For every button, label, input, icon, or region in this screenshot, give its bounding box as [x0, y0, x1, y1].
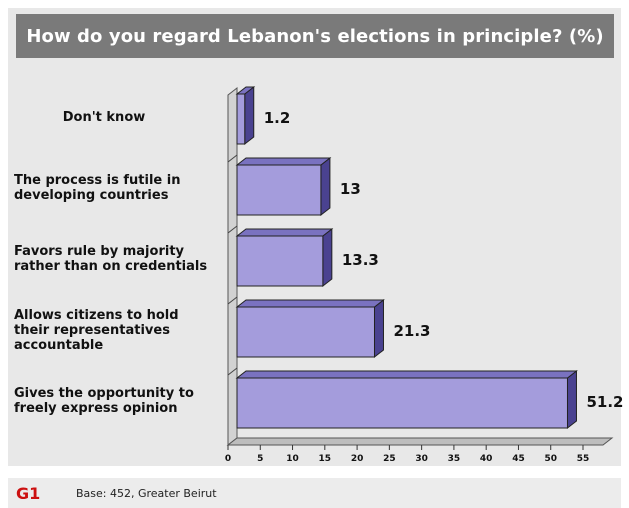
x-tick-label: 25	[383, 454, 396, 464]
x-tick-label: 30	[415, 454, 428, 464]
bar	[236, 164, 322, 216]
category-label-line: developing countries	[14, 188, 169, 203]
category-label-line: Don't know	[62, 109, 146, 125]
bar-value-label: 51.2	[586, 393, 623, 411]
chart-floor	[226, 437, 614, 446]
chart-title: How do you regard Lebanon's elections in…	[26, 25, 604, 47]
bar-top	[235, 299, 385, 308]
category-label-line: Allows citizens to hold	[14, 307, 179, 323]
row-separator	[227, 296, 238, 305]
bar-top	[235, 157, 332, 166]
row-separator	[227, 225, 238, 234]
x-tick-label: 45	[512, 454, 525, 464]
base-note: Base: 452, Greater Beirut	[76, 487, 217, 500]
x-tick-label: 55	[577, 454, 590, 464]
bar-top	[235, 370, 578, 379]
row-separator	[227, 367, 238, 376]
x-tick-label: 40	[480, 454, 493, 464]
category-label-line: their representatives	[14, 322, 170, 338]
category-label: Don't know	[14, 90, 194, 144]
category-label-line: The process is futile in	[14, 173, 181, 188]
x-tick-label: 15	[319, 454, 332, 464]
bar-side-face	[244, 85, 255, 146]
category-label-text: Gives the opportunity to freely express o…	[14, 386, 194, 416]
bar-side-face	[322, 227, 333, 288]
bar	[236, 93, 246, 145]
category-label-line: freely express opinion	[14, 401, 178, 416]
bar-value-label: 21.3	[393, 322, 430, 340]
x-tick-label: 50	[544, 454, 557, 464]
row-separator	[227, 154, 238, 163]
category-label-text: The process is futile in developing count…	[14, 173, 180, 203]
x-tick-label: 10	[286, 454, 299, 464]
bar-top	[235, 228, 334, 237]
category-label-text: Don't know	[63, 110, 146, 125]
category-label-line: Gives the opportunity to	[14, 386, 194, 401]
chart-title-bar: How do you regard Lebanon's elections in…	[16, 14, 614, 58]
category-label-line: Favors rule by majority	[14, 244, 185, 259]
x-tick-label: 0	[225, 454, 231, 464]
figure-code: G1	[16, 484, 41, 503]
x-tick-label: 20	[351, 454, 364, 464]
category-label-text: Allows citizens to hold their representat…	[14, 308, 179, 353]
x-tick-label: 35	[448, 454, 461, 464]
bar-side-face	[320, 156, 331, 217]
category-label-text: Favors rule by majority rather than on cr…	[14, 244, 207, 274]
bar	[236, 306, 375, 358]
chart-wall	[227, 86, 238, 447]
category-label: The process is futile in developing count…	[14, 161, 226, 215]
bar	[236, 377, 568, 429]
bar	[236, 235, 324, 287]
category-label: Gives the opportunity to freely express o…	[14, 374, 226, 428]
category-label-line: accountable	[14, 337, 104, 353]
x-tick-label: 5	[257, 454, 263, 464]
category-label: Allows citizens to hold their representat…	[14, 303, 226, 357]
category-label: Favors rule by majority rather than on cr…	[14, 232, 226, 286]
bar-side-face	[566, 369, 577, 430]
category-label-line: rather than on credentials	[14, 259, 208, 274]
bar-value-label: 13	[340, 180, 361, 198]
bar-side-face	[373, 298, 384, 359]
footer: G1 Base: 452, Greater Beirut	[8, 478, 621, 508]
bar-value-label: 1.2	[264, 109, 291, 127]
bar-value-label: 13.3	[342, 251, 379, 269]
